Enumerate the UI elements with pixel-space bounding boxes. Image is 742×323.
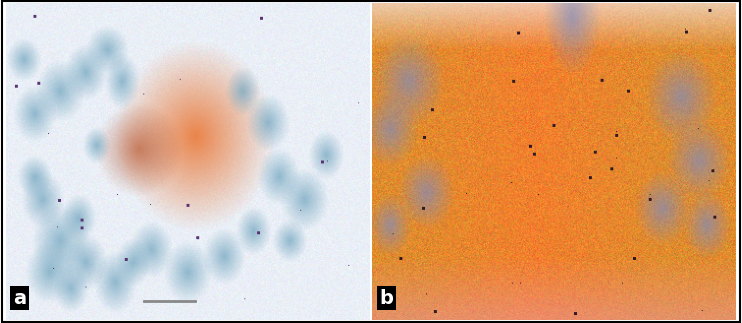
Text: b: b <box>380 289 393 308</box>
Text: a: a <box>13 289 26 308</box>
